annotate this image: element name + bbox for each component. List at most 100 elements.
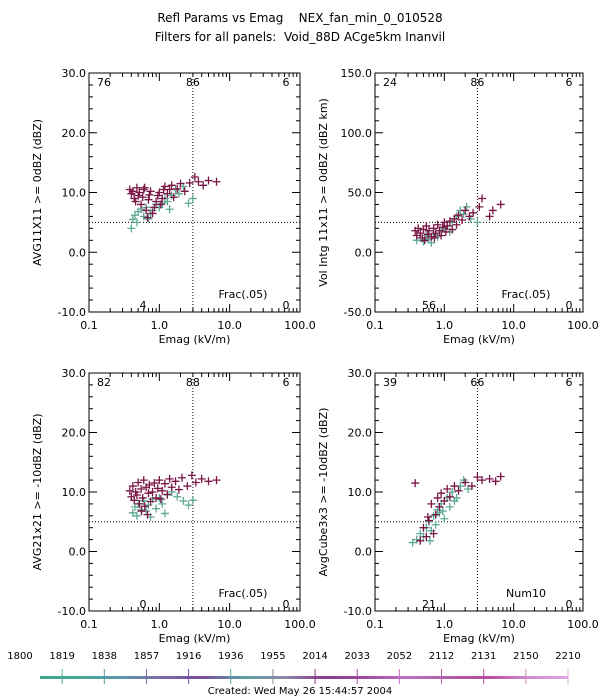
data-point xyxy=(465,212,474,221)
data-point xyxy=(473,218,482,227)
x-axis-label: Emag (kV/m) xyxy=(443,632,515,645)
data-point xyxy=(461,206,470,215)
y-tick-label: 30.0 xyxy=(62,367,87,380)
panels: 0.1 1.0 10.0 100.0 -10.0 0.0 10.0 20.0 30.0 76 86 6… xyxy=(31,67,599,645)
data-point xyxy=(180,187,189,196)
data-point xyxy=(212,476,221,485)
data-point xyxy=(496,472,505,481)
count-upper-center: 86 xyxy=(186,76,200,89)
data-point xyxy=(440,496,449,505)
data-point xyxy=(131,197,140,206)
count-upper-center: 86 xyxy=(470,76,484,89)
data-point xyxy=(146,187,155,196)
data-point xyxy=(179,496,188,505)
data-point xyxy=(454,486,463,495)
y-tick-label: 100.0 xyxy=(341,127,373,140)
data-point xyxy=(165,474,174,483)
data-point xyxy=(433,220,442,229)
data-point xyxy=(419,523,428,532)
data-point xyxy=(158,486,167,495)
data-point xyxy=(130,496,139,505)
y-tick-label: 0.0 xyxy=(69,546,87,559)
count-lower-center: 0 xyxy=(140,598,147,611)
y-tick-label: 0.0 xyxy=(355,246,373,259)
x-tick-label: 10.0 xyxy=(501,618,526,631)
data-point xyxy=(174,485,183,494)
plot-frame xyxy=(374,72,584,313)
count-lower-center: 4 xyxy=(140,299,147,312)
y-tick-label: 0.0 xyxy=(355,546,373,559)
y-tick-label: 10.0 xyxy=(62,187,87,200)
time-label: 1955 xyxy=(260,651,285,662)
title-line-2: Filters for all panels: Void_88D ACge5km… xyxy=(155,30,445,44)
x-axis-label: Emag (kV/m) xyxy=(159,632,231,645)
panel-annotation: Frac(.05) xyxy=(502,288,551,301)
data-point xyxy=(190,172,199,181)
data-point xyxy=(158,499,167,508)
data-point xyxy=(188,194,197,203)
data-point xyxy=(448,225,457,234)
series-late xyxy=(411,194,505,245)
y-tick-label: 20.0 xyxy=(348,427,373,440)
data-point xyxy=(429,224,438,233)
y-tick-label: -10.0 xyxy=(58,605,86,618)
data-point xyxy=(158,194,167,203)
data-point xyxy=(156,200,165,209)
data-point xyxy=(127,224,136,233)
time-label: 2131 xyxy=(471,651,496,662)
data-point xyxy=(408,538,417,547)
data-point xyxy=(138,493,147,502)
data-point xyxy=(422,221,431,230)
y-axis-label: AVG11X11 >= 0dBZ (dBZ) xyxy=(31,119,44,266)
data-point xyxy=(176,179,185,188)
count-upper-left: 24 xyxy=(383,76,397,89)
x-tick-label: 0.1 xyxy=(80,618,98,631)
time-label: 2033 xyxy=(345,651,370,662)
data-point xyxy=(171,477,180,486)
data-point xyxy=(163,197,172,206)
footer-created: Created: Wed May 26 15:44:57 2004 xyxy=(208,686,392,697)
data-point xyxy=(452,220,461,229)
count-upper-left: 82 xyxy=(97,376,111,389)
data-point xyxy=(150,479,159,488)
data-point xyxy=(143,213,152,222)
data-point xyxy=(148,209,157,218)
count-upper-center: 66 xyxy=(470,376,484,389)
x-axis-label: Emag (kV/m) xyxy=(443,333,515,346)
panel-annotation: Frac(.05) xyxy=(219,587,268,600)
data-point xyxy=(412,535,421,544)
data-point xyxy=(160,182,169,191)
data-point xyxy=(473,473,482,482)
count-upper-right: 6 xyxy=(283,76,290,89)
data-point xyxy=(448,488,457,496)
panel-2: 0.1 1.0 10.0 100.0 -50.0 0.0 50.0 100.0 150.0 24 8… xyxy=(317,67,599,346)
count-upper-right: 6 xyxy=(283,376,290,389)
series-early xyxy=(408,476,473,547)
data-point xyxy=(475,202,484,211)
data-point xyxy=(420,236,429,245)
data-point xyxy=(163,490,172,499)
data-point xyxy=(445,217,454,226)
x-tick-label: 0.1 xyxy=(366,618,384,631)
plot-frame xyxy=(88,72,301,313)
data-point xyxy=(461,478,470,487)
data-point xyxy=(174,189,183,198)
data-point xyxy=(491,477,500,486)
data-point xyxy=(165,185,174,194)
data-point xyxy=(135,499,144,508)
data-point xyxy=(142,206,151,215)
count-lower-center: 56 xyxy=(422,299,436,312)
data-point xyxy=(184,501,193,510)
data-point xyxy=(152,493,161,502)
count-lower-right: 0 xyxy=(283,299,290,312)
data-point xyxy=(414,224,423,233)
data-point xyxy=(424,226,433,235)
data-point xyxy=(139,185,148,194)
data-point xyxy=(488,206,497,215)
data-point xyxy=(160,509,169,518)
data-point xyxy=(496,200,505,209)
time-label: 2014 xyxy=(302,651,327,662)
x-tick-label: 10.0 xyxy=(217,618,242,631)
y-axis-label: AvgCube3x3 >= -10dBZ (dBZ) xyxy=(317,408,330,577)
y-tick-label: 30.0 xyxy=(348,367,373,380)
